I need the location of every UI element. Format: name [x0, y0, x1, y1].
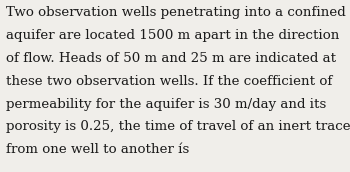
- Text: porosity is 0.25, the time of travel of an inert tracer: porosity is 0.25, the time of travel of …: [6, 120, 350, 133]
- Text: aquifer are located 1500 m apart in the direction: aquifer are located 1500 m apart in the …: [6, 29, 340, 42]
- Text: of flow. Heads of 50 m and 25 m are indicated at: of flow. Heads of 50 m and 25 m are indi…: [6, 52, 336, 65]
- Text: Two observation wells penetrating into a confined: Two observation wells penetrating into a…: [6, 6, 346, 19]
- Text: these two observation wells. If the coefficient of: these two observation wells. If the coef…: [6, 75, 332, 88]
- Text: permeability for the aquifer is 30 m/day and its: permeability for the aquifer is 30 m/day…: [6, 98, 327, 111]
- Text: from one well to another ís: from one well to another ís: [6, 143, 190, 156]
